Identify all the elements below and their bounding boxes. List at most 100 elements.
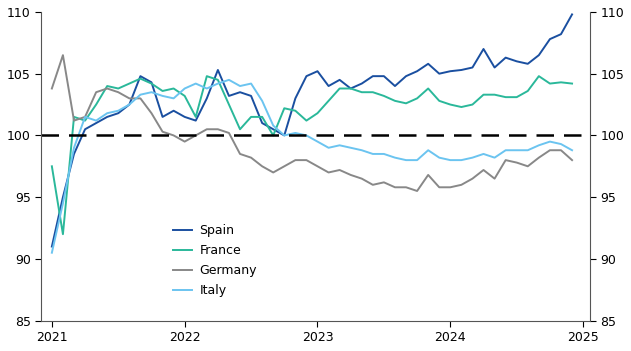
France xyxy=(192,115,199,119)
France xyxy=(413,96,421,100)
Spain xyxy=(225,94,233,98)
Spain xyxy=(480,47,487,51)
Spain xyxy=(258,121,266,125)
Spain xyxy=(48,244,56,249)
France xyxy=(258,115,266,119)
France xyxy=(358,90,365,94)
Italy xyxy=(546,139,554,144)
France xyxy=(369,90,377,94)
France xyxy=(402,101,410,105)
France xyxy=(292,108,299,113)
Italy xyxy=(402,158,410,162)
Legend: Spain, France, Germany, Italy: Spain, France, Germany, Italy xyxy=(168,219,262,302)
Germany xyxy=(114,90,122,94)
Germany xyxy=(557,148,565,152)
Germany xyxy=(402,185,410,190)
France xyxy=(491,93,498,97)
Italy xyxy=(114,108,122,113)
Spain xyxy=(59,195,67,199)
Germany xyxy=(457,183,465,187)
Italy xyxy=(148,90,155,94)
Spain xyxy=(524,62,531,66)
Spain xyxy=(491,65,498,69)
Italy xyxy=(214,81,221,86)
Spain xyxy=(369,74,377,78)
France xyxy=(391,99,399,103)
Spain xyxy=(535,53,543,57)
Germany xyxy=(148,111,155,115)
France xyxy=(557,80,565,85)
Italy xyxy=(314,139,321,144)
France xyxy=(435,99,443,103)
Italy xyxy=(447,158,454,162)
Spain xyxy=(281,133,288,138)
Germany xyxy=(292,158,299,162)
Italy xyxy=(137,93,144,97)
Spain xyxy=(457,68,465,72)
Germany xyxy=(59,53,67,57)
Italy xyxy=(325,146,333,150)
Germany xyxy=(258,164,266,168)
Germany xyxy=(203,127,211,131)
France xyxy=(303,119,310,123)
Spain xyxy=(435,72,443,76)
Spain xyxy=(292,96,299,100)
Italy xyxy=(92,119,100,123)
Italy xyxy=(491,155,498,160)
Italy xyxy=(281,133,288,138)
France xyxy=(314,111,321,115)
Italy xyxy=(413,158,421,162)
France xyxy=(380,94,387,98)
Italy xyxy=(513,148,521,152)
Spain xyxy=(236,90,244,94)
France xyxy=(269,133,277,138)
Spain xyxy=(402,74,410,78)
Germany xyxy=(181,139,189,144)
Germany xyxy=(380,180,387,184)
Germany xyxy=(569,158,576,162)
Germany xyxy=(92,90,100,94)
Germany xyxy=(447,185,454,190)
Spain xyxy=(513,59,521,64)
France xyxy=(336,86,343,91)
Germany xyxy=(225,131,233,135)
Spain xyxy=(126,102,133,107)
France xyxy=(59,232,67,236)
France xyxy=(81,119,89,123)
Germany xyxy=(247,155,255,160)
Spain xyxy=(170,108,177,113)
France xyxy=(48,164,56,168)
Spain xyxy=(148,80,155,85)
Italy xyxy=(48,251,56,255)
Spain xyxy=(380,74,387,78)
Italy xyxy=(391,155,399,160)
Spain xyxy=(181,115,189,119)
Germany xyxy=(236,152,244,156)
Spain xyxy=(70,152,78,156)
Germany xyxy=(480,168,487,172)
Spain xyxy=(413,69,421,73)
Germany xyxy=(170,133,177,138)
France xyxy=(181,94,189,98)
France xyxy=(347,86,355,91)
Spain xyxy=(469,65,476,69)
France xyxy=(281,106,288,110)
France xyxy=(502,95,509,99)
Germany xyxy=(192,133,199,138)
Spain xyxy=(92,121,100,125)
Italy xyxy=(535,143,543,147)
Line: France: France xyxy=(52,76,572,234)
Line: Germany: Germany xyxy=(52,55,572,191)
France xyxy=(569,81,576,86)
France xyxy=(225,102,233,107)
France xyxy=(103,84,111,88)
Spain xyxy=(336,78,343,82)
Spain xyxy=(114,111,122,115)
Spain xyxy=(214,68,221,72)
Italy xyxy=(380,152,387,156)
Italy xyxy=(203,86,211,91)
Spain xyxy=(203,96,211,100)
Spain xyxy=(269,127,277,131)
Germany xyxy=(314,164,321,168)
Germany xyxy=(269,170,277,174)
